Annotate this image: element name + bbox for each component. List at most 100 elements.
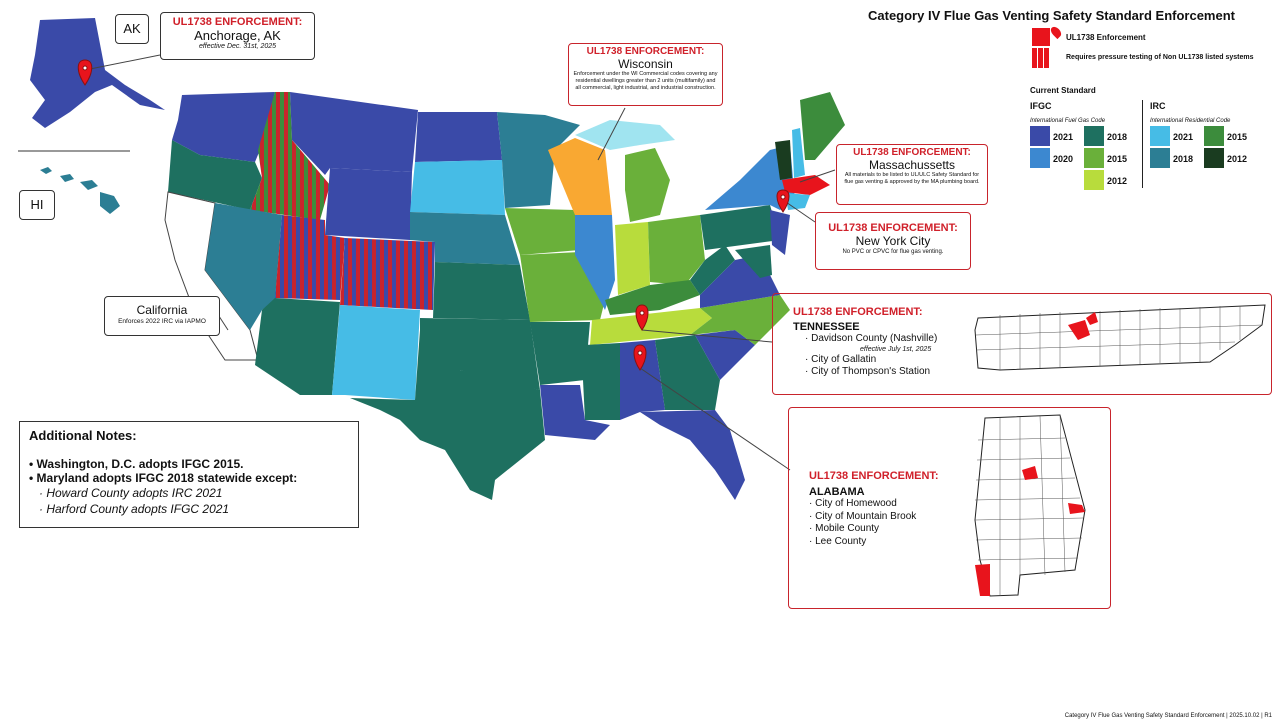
irc-heading: IRC [1150,101,1166,111]
tennessee-heading: UL1738 ENFORCEMENT: [793,306,923,318]
nebraska-state [410,212,520,265]
anchorage-note: effective Dec. 31st, 2025 [198,43,277,50]
anchorage-place: Anchorage, AK [194,28,281,43]
ifgc-2021-label: 2021 [1053,132,1074,142]
oregon-state [168,140,262,210]
alabama-inset-map [974,414,1086,597]
alaska-state [30,18,165,128]
massachusetts-place: Massachussetts [868,158,956,172]
wisconsin-state [548,138,612,215]
ifgc-2020-label: 2020 [1053,154,1074,164]
pressure-legend-swatch [1032,48,1050,68]
notes-item: • Maryland adopts IFGC 2018 statewide ex… [29,471,298,485]
notes-subitem: · Harford County adopts IFGC 2021 [39,502,230,516]
nyc-callout: UL1738 ENFORCEMENT: New York City No PVC… [815,212,971,270]
legend-divider [1142,100,1143,188]
ifgc-2021-swatch [1030,126,1050,146]
irc-2021-label: 2021 [1173,132,1194,142]
mississippi-state [583,343,620,420]
wisconsin-heading: UL1738 ENFORCEMENT: [586,46,705,57]
wyoming-state [325,168,412,240]
north-carolina-state [690,295,790,345]
south-carolina-state [695,330,755,380]
tennessee-item: · City of Gallatin [805,354,877,365]
irc-2018-swatch [1150,148,1170,168]
michigan-upper [575,120,675,150]
california-note: Enforces 2022 IRC via IAPMO [118,318,206,325]
tennessee-effective-note: effective July 1st, 2025 [860,346,932,353]
west-virginia-state [690,245,735,295]
georgia-state [655,335,720,410]
ifgc-2015-label: 2015 [1107,154,1128,164]
new-york-state [705,145,795,210]
wisconsin-place: Wisconsin [618,57,673,71]
irc-2015-swatch [1204,126,1224,146]
colorado-state [340,238,435,310]
notes-title: Additional Notes: [29,428,137,443]
ifgc-2012-swatch [1084,170,1104,190]
nyc-heading: UL1738 ENFORCEMENT: [828,222,958,234]
irc-2012-swatch [1204,148,1224,168]
irc-2015-label: 2015 [1227,132,1248,142]
pressure-legend-label: Requires pressure testing of Non UL1738 … [1066,54,1254,61]
massachusetts-state [782,175,830,195]
irc-subheading: International Residential Code [1150,118,1231,124]
marker-nyc [776,189,790,213]
washington-state [172,92,275,162]
alabama-item: · City of Mountain Brook [809,510,917,522]
marker-alabama [633,344,647,371]
california-place: California [136,303,188,317]
marker-anchorage [77,59,93,86]
arkansas-state [530,322,590,385]
current-standard-label: Current Standard [1030,86,1096,95]
tennessee-list: · Davidson County (Nashville) effective … [805,333,1251,378]
illinois-state [575,215,615,310]
notes-subitem: · Howard County adopts IRC 2021 [39,486,223,500]
irc-2012-label: 2012 [1227,154,1248,164]
tennessee-item: · Davidson County (Nashville) [805,333,938,344]
california-callout: California Enforces 2022 IRC via IAPMO [104,296,220,336]
iowa-state [505,208,580,255]
alabama-place: ALABAMA [809,486,865,498]
additional-notes-box: Additional Notes: • Washington, D.C. ado… [19,421,359,528]
irc-2021-swatch [1150,126,1170,146]
new-hampshire-state [792,128,805,178]
minnesota-state [497,112,580,208]
ifgc-2018-label: 2018 [1107,132,1128,142]
irc-2018-label: 2018 [1173,154,1194,164]
tennessee-callout: UL1738 ENFORCEMENT: TENNESSEE · Davidson… [772,293,1272,395]
kansas-state [433,262,530,320]
ifgc-2020-swatch [1030,148,1050,168]
marker-nashville [635,304,649,331]
ul1738-legend-label: UL1738 Enforcement [1066,33,1146,42]
oklahoma-state [420,318,540,390]
alabama-heading: UL1738 ENFORCEMENT: [809,470,939,482]
alabama-list: · City of Homewood · City of Mountain Br… [809,498,1090,548]
utah-state [275,215,345,300]
maryland-state [735,245,772,278]
nevada-state [205,203,282,330]
alabama-item: · Lee County [809,535,867,547]
michigan-lower [625,148,670,222]
tennessee-inset-map [974,304,1266,371]
pennsylvania-state [700,205,780,250]
ifgc-2018-swatch [1084,126,1104,146]
hi-inset-label: HI [19,190,55,220]
ifgc-heading: IFGC [1030,101,1052,111]
louisiana-state [540,385,610,440]
footer-text: Category IV Flue Gas Venting Safety Stan… [1064,713,1272,719]
anchorage-heading: UL1738 ENFORCEMENT: [172,16,303,28]
ifgc-subheading: International Fuel Gas Code [1030,118,1106,124]
ifgc-2012-label: 2012 [1107,176,1128,186]
new-mexico-state [332,305,420,400]
california-state [164,191,259,361]
maine-state [800,92,845,160]
hawaii-state [40,167,120,214]
wisconsin-callout: UL1738 ENFORCEMENT: Wisconsin Enforcemen… [568,43,723,106]
nyc-note: No PVC or CPVC for flue gas venting. [842,249,944,255]
ifgc-2015-swatch [1084,148,1104,168]
texas-state [350,330,545,500]
alabama-item: · Mobile County [809,523,880,534]
massachusetts-callout: UL1738 ENFORCEMENT: Massachussetts All m… [836,144,988,205]
vermont-state [775,140,792,180]
